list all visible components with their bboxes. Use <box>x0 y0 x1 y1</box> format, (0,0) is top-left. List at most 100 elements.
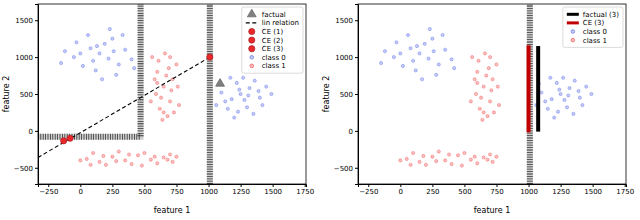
scatter-point <box>92 59 95 62</box>
scatter-point <box>151 56 154 59</box>
legend-label: CE (2) <box>262 37 284 45</box>
scatter-point <box>161 118 164 121</box>
scatter-point <box>253 79 256 82</box>
x-tick-label: 1750 <box>296 188 314 196</box>
x-tick: −250 <box>359 184 378 196</box>
legend-swatch <box>567 13 579 16</box>
legend: factual (3)CE (3)class 0class 1 <box>563 7 623 47</box>
y-tick-label: 500 <box>340 91 353 99</box>
scatter-point <box>432 50 435 53</box>
scatter-point <box>477 59 480 62</box>
x-tick: −250 <box>39 184 58 196</box>
scatter-point <box>85 157 88 160</box>
scatter-point <box>98 160 101 163</box>
scatter-point <box>473 78 476 81</box>
y-tick-label: 500 <box>20 91 33 99</box>
legend-label: CE (1) <box>262 28 284 36</box>
y-tick-mark <box>355 20 358 21</box>
scatter-point <box>170 89 173 92</box>
legend-label: CE (3) <box>262 45 284 53</box>
x-tick-label: 750 <box>490 188 503 196</box>
x-tick: 1000 <box>200 184 218 196</box>
plot-area <box>38 4 273 184</box>
scatter-point <box>496 85 499 88</box>
scatter-point <box>171 160 174 163</box>
scatter-point <box>437 63 440 66</box>
scatter-point <box>544 100 547 103</box>
scatter-point <box>94 69 97 72</box>
scatter-point <box>399 52 402 55</box>
figure: −25002505007501000125015001750−500050010… <box>0 0 640 220</box>
scatter-point <box>572 112 575 115</box>
scatter-point <box>239 92 242 95</box>
scatter-point <box>401 64 404 67</box>
x-tick-label: 250 <box>426 188 439 196</box>
x-tick-mark <box>144 184 145 187</box>
scatter-point <box>562 76 565 79</box>
scatter-point <box>107 57 110 60</box>
scatter-point <box>450 162 453 165</box>
scatter-point <box>418 52 421 55</box>
scatter-point <box>481 118 484 121</box>
scatter-point <box>460 164 463 167</box>
decision-boundary-hatch <box>38 4 141 137</box>
y-axis-title: feature 2 <box>2 76 11 113</box>
scatter-point <box>162 85 165 88</box>
x-tick-mark <box>625 184 626 187</box>
scatter-point <box>153 155 156 158</box>
scatter-point <box>140 164 143 167</box>
scatter-point <box>423 42 426 45</box>
legend-swatch <box>571 30 575 34</box>
y-tick-mark <box>35 94 38 95</box>
scatter-point <box>406 33 409 36</box>
scatter-point <box>471 56 474 59</box>
scatter-point <box>463 151 466 154</box>
y-tick-mark <box>35 20 38 21</box>
x-tick-mark <box>112 184 113 187</box>
legend-swatch <box>567 21 579 24</box>
scatter-point <box>136 154 139 157</box>
y-tick-label: 1000 <box>335 54 353 62</box>
scatter-point <box>495 63 498 66</box>
y-tick: 1500 <box>15 17 38 25</box>
scatter-point <box>559 92 562 95</box>
y-tick-mark <box>355 57 358 58</box>
y-tick-label: −500 <box>14 165 33 173</box>
legend-label: class 1 <box>262 62 286 70</box>
scatter-point <box>127 153 130 156</box>
legend-box <box>242 7 303 73</box>
scatter-point <box>418 160 421 163</box>
scatter-point <box>124 159 127 162</box>
scatter-point <box>177 103 180 106</box>
scatter-point <box>95 44 98 47</box>
x-tick: 750 <box>490 184 503 196</box>
chart-panel: −25002505007501000125015001750−500050010… <box>322 4 634 215</box>
x-tick-mark <box>368 184 369 187</box>
legend-entry: class 0 <box>250 54 286 62</box>
legend-entry: factual <box>247 9 286 19</box>
y-tick-label: 0 <box>29 128 33 136</box>
scatter-point <box>488 56 491 59</box>
scatter-point <box>67 135 73 141</box>
scatter-point <box>242 76 245 79</box>
legend-entry: class 0 <box>571 28 607 36</box>
scatter-point <box>414 69 417 72</box>
scatter-point <box>476 81 479 84</box>
x-tick: 1750 <box>296 184 314 196</box>
y-tick: −500 <box>14 165 38 173</box>
scatter-point <box>248 87 251 90</box>
scatter-point <box>497 103 500 106</box>
scatter-point <box>149 158 152 161</box>
scatter-point <box>104 163 107 166</box>
x-tick-mark <box>561 184 562 187</box>
scatter-point <box>102 154 105 157</box>
scatter-point <box>553 116 556 119</box>
legend-swatch <box>250 64 254 68</box>
scatter-point <box>568 87 571 90</box>
y-tick-mark <box>355 168 358 169</box>
scatter-point <box>453 67 456 70</box>
chart-panel: −25002505007501000125015001750−500050010… <box>2 4 314 215</box>
y-axis-line <box>355 5 359 185</box>
legend-swatch <box>249 46 255 52</box>
scatter-point <box>103 42 106 45</box>
